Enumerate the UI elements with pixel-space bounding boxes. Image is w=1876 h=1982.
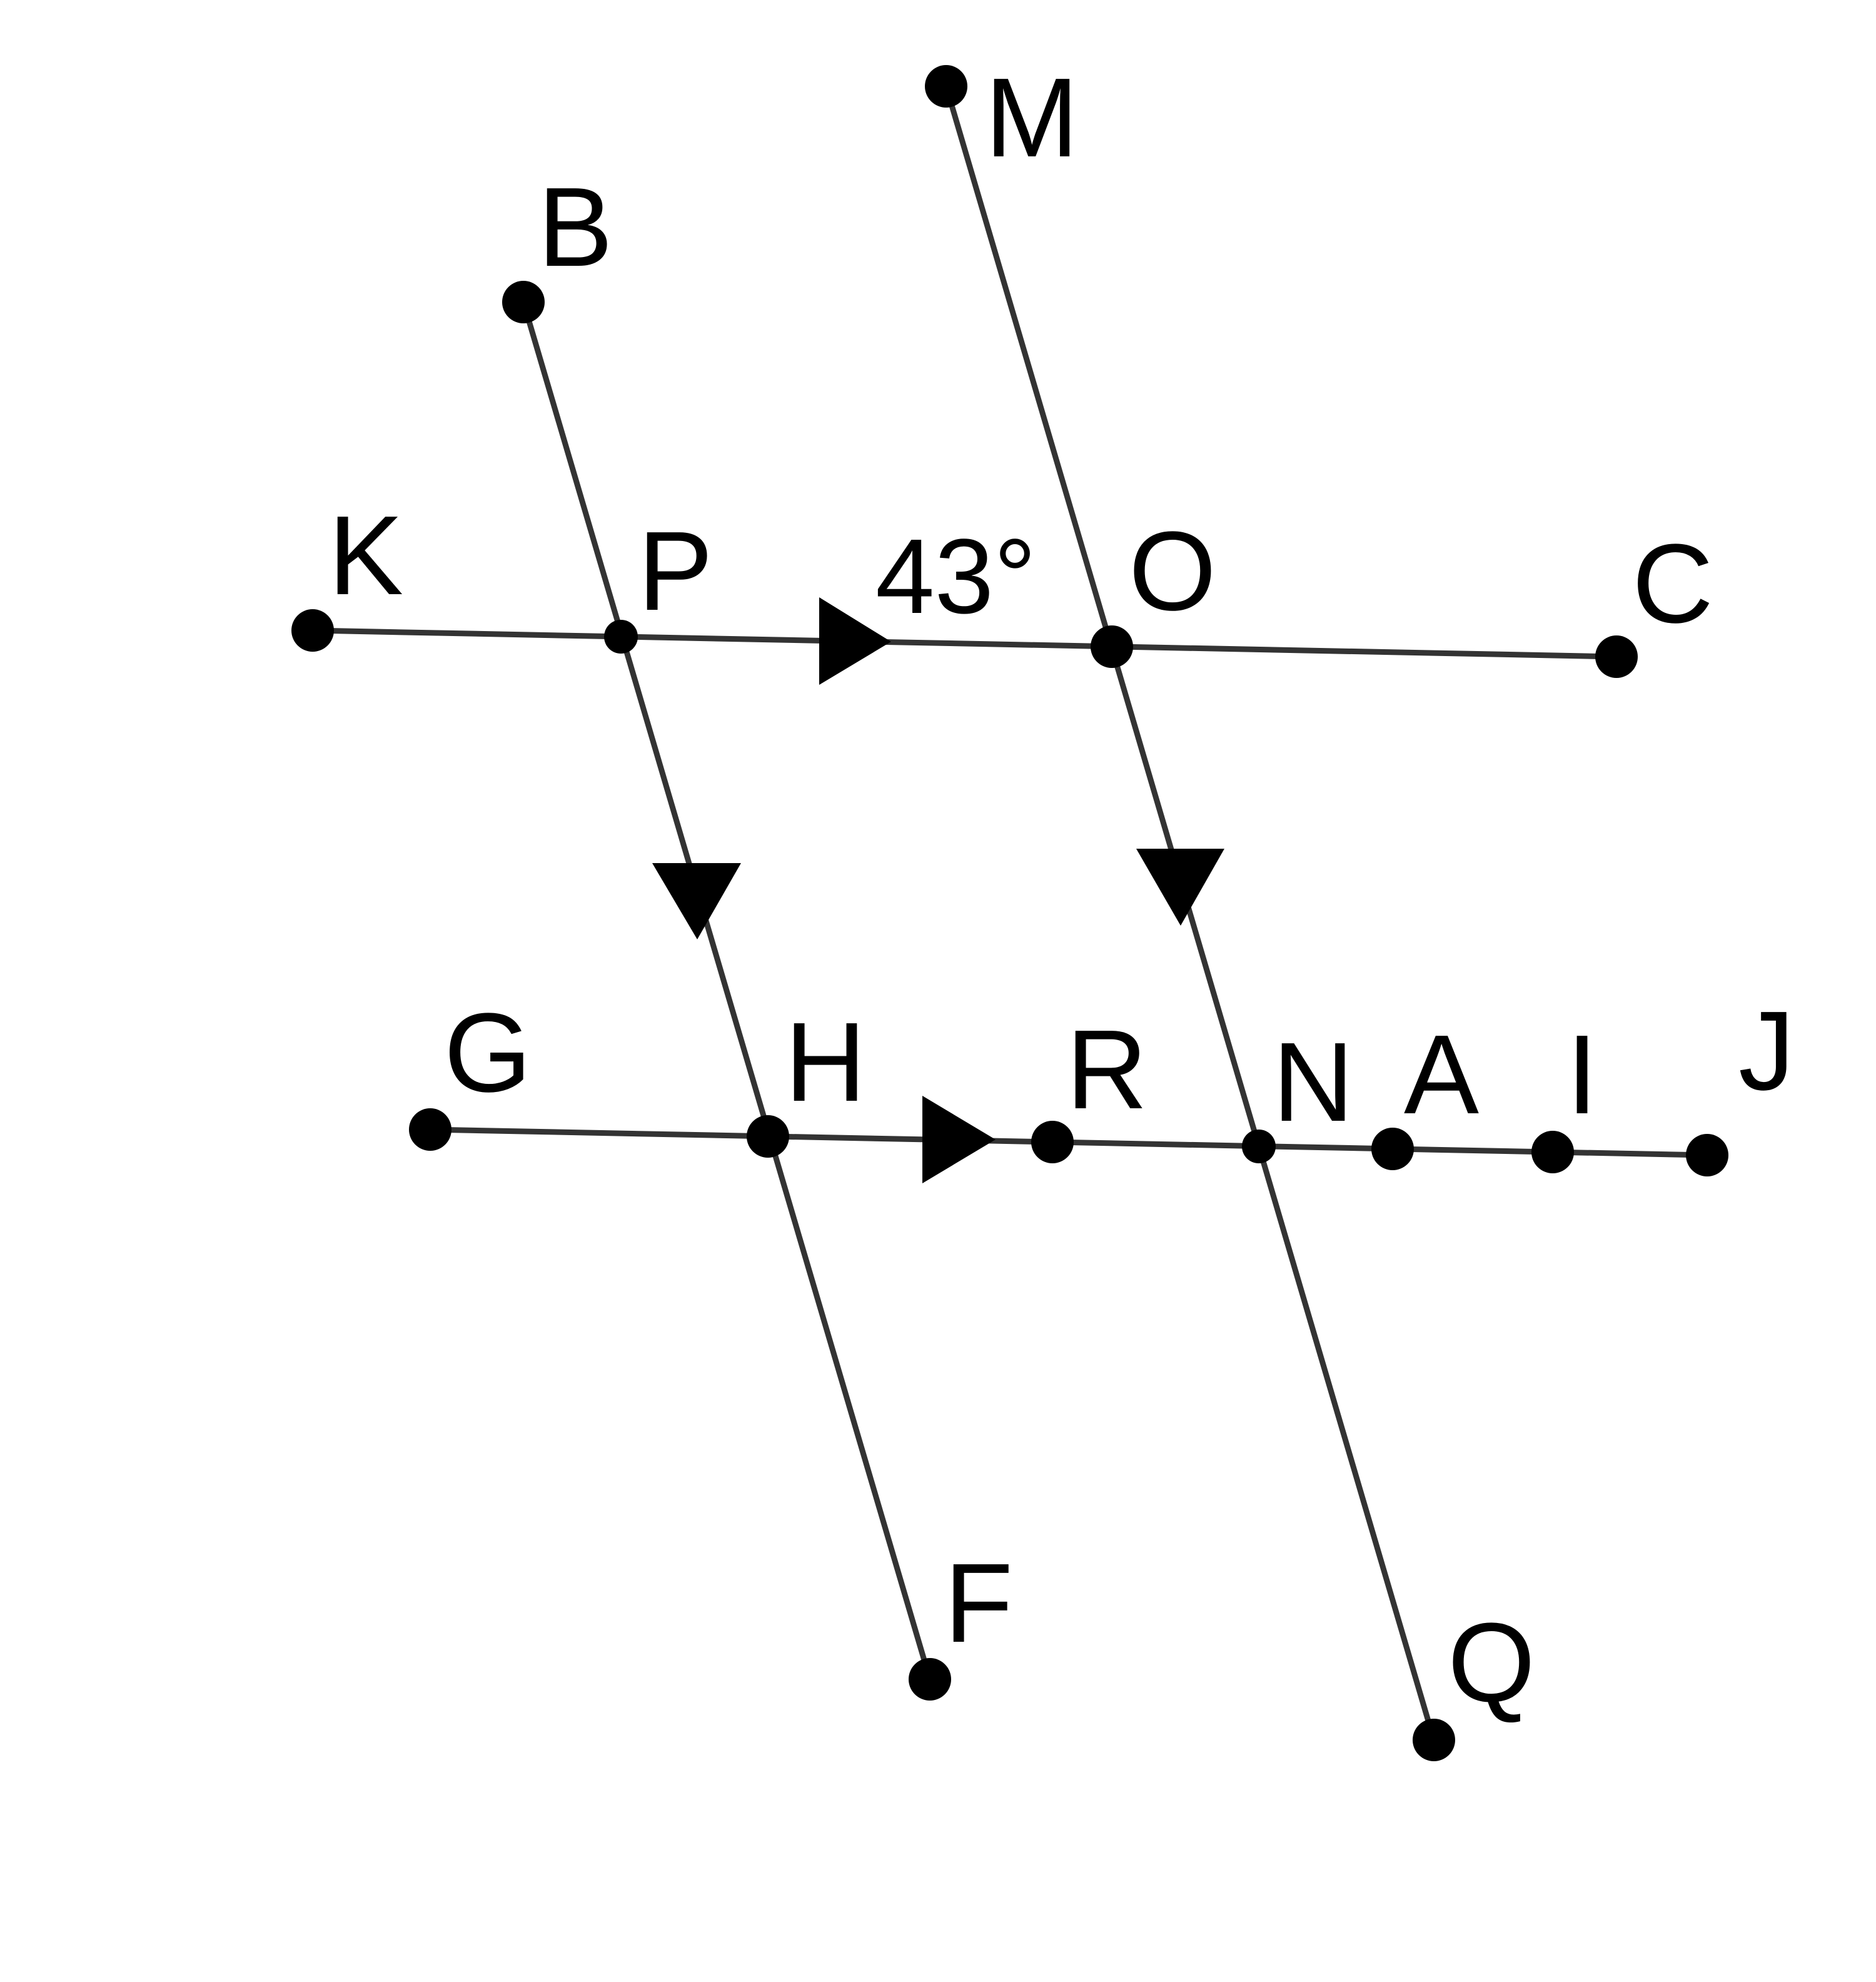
label-k: K xyxy=(328,493,403,619)
angle-label: 43° xyxy=(875,517,1036,636)
segment-kc xyxy=(310,627,1620,660)
label-b: B xyxy=(538,164,613,290)
label-r: R xyxy=(1066,1007,1147,1133)
label-h: H xyxy=(785,999,866,1125)
segment-mq xyxy=(943,83,1437,1743)
point-p xyxy=(604,620,638,654)
parallel-arrow-kc xyxy=(819,597,891,685)
label-n: N xyxy=(1273,1019,1354,1145)
point-m xyxy=(925,65,967,108)
point-f xyxy=(909,1658,951,1701)
label-f: F xyxy=(944,1540,1013,1666)
point-o xyxy=(1091,625,1133,668)
point-q xyxy=(1413,1719,1455,1761)
point-i xyxy=(1531,1131,1574,1173)
label-o: O xyxy=(1129,508,1216,634)
label-j: J xyxy=(1738,988,1795,1114)
point-k xyxy=(291,609,334,652)
label-q: Q xyxy=(1448,1600,1535,1726)
point-j xyxy=(1686,1134,1728,1176)
label-p: P xyxy=(638,508,713,634)
point-r xyxy=(1031,1121,1074,1163)
parallel-arrow-mq xyxy=(1136,849,1224,926)
label-a: A xyxy=(1404,1012,1479,1138)
label-g: G xyxy=(444,990,532,1116)
label-i: I xyxy=(1566,1012,1598,1138)
parallel-arrow-bf xyxy=(652,863,741,939)
label-c: C xyxy=(1632,521,1713,647)
label-m: M xyxy=(985,55,1079,181)
point-g xyxy=(409,1108,451,1151)
point-h xyxy=(747,1115,789,1158)
point-b xyxy=(502,281,545,323)
point-c xyxy=(1595,635,1638,678)
parallel-arrow-gj xyxy=(922,1096,996,1183)
point-a xyxy=(1371,1128,1414,1170)
segment-bf xyxy=(520,299,933,1682)
point-n xyxy=(1242,1130,1276,1163)
